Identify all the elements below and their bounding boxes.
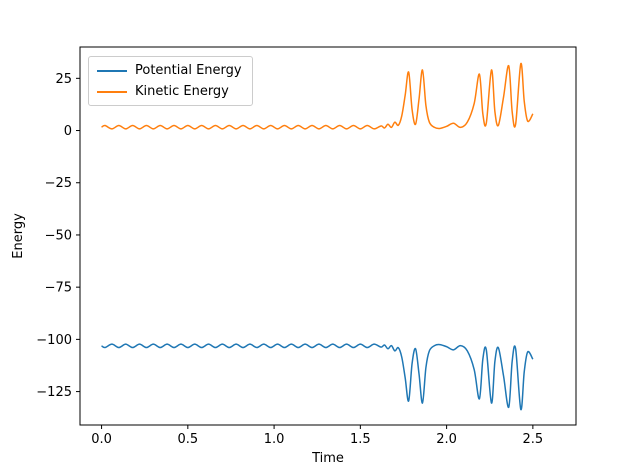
legend-entry-potential-energy: Potential Energy	[97, 63, 242, 78]
x-axis-label: Time	[311, 451, 344, 466]
kinetic-energy-line-sample	[97, 90, 127, 93]
x-tick-label: 2.0	[436, 432, 457, 447]
plot-frame	[79, 46, 577, 426]
x-tick-label: 0.5	[177, 432, 198, 447]
legend-label-potential-energy: Potential Energy	[135, 63, 242, 78]
axis-ticks: 0.0 0.5 1.0 1.5 2.0 2.5 25 0 −25 −50 −75 −100 −125	[36, 72, 543, 447]
x-tick-label: 0.0	[91, 432, 112, 447]
y-tick-label: 0	[64, 124, 72, 139]
legend-entry-kinetic-energy: Kinetic Energy	[97, 84, 242, 99]
y-axis-label: Energy	[11, 213, 26, 259]
potential-energy-line-sample	[97, 69, 127, 72]
y-tick-label: −100	[36, 333, 72, 348]
y-tick-label: −125	[36, 385, 72, 400]
y-tick-label: −50	[45, 228, 72, 243]
y-tick-label: −25	[45, 176, 72, 191]
y-tick-label: 25	[55, 72, 72, 87]
kinetic-energy-line	[101, 62, 534, 130]
x-tick-label: 2.5	[523, 432, 544, 447]
x-tick-label: 1.5	[350, 432, 371, 447]
legend: Potential Energy Kinetic Energy	[88, 56, 253, 106]
potential-energy-line	[101, 343, 534, 411]
legend-label-kinetic-energy: Kinetic Energy	[135, 84, 229, 99]
x-tick-label: 1.0	[264, 432, 285, 447]
plot-lines	[101, 62, 534, 411]
y-tick-label: −75	[45, 281, 72, 296]
